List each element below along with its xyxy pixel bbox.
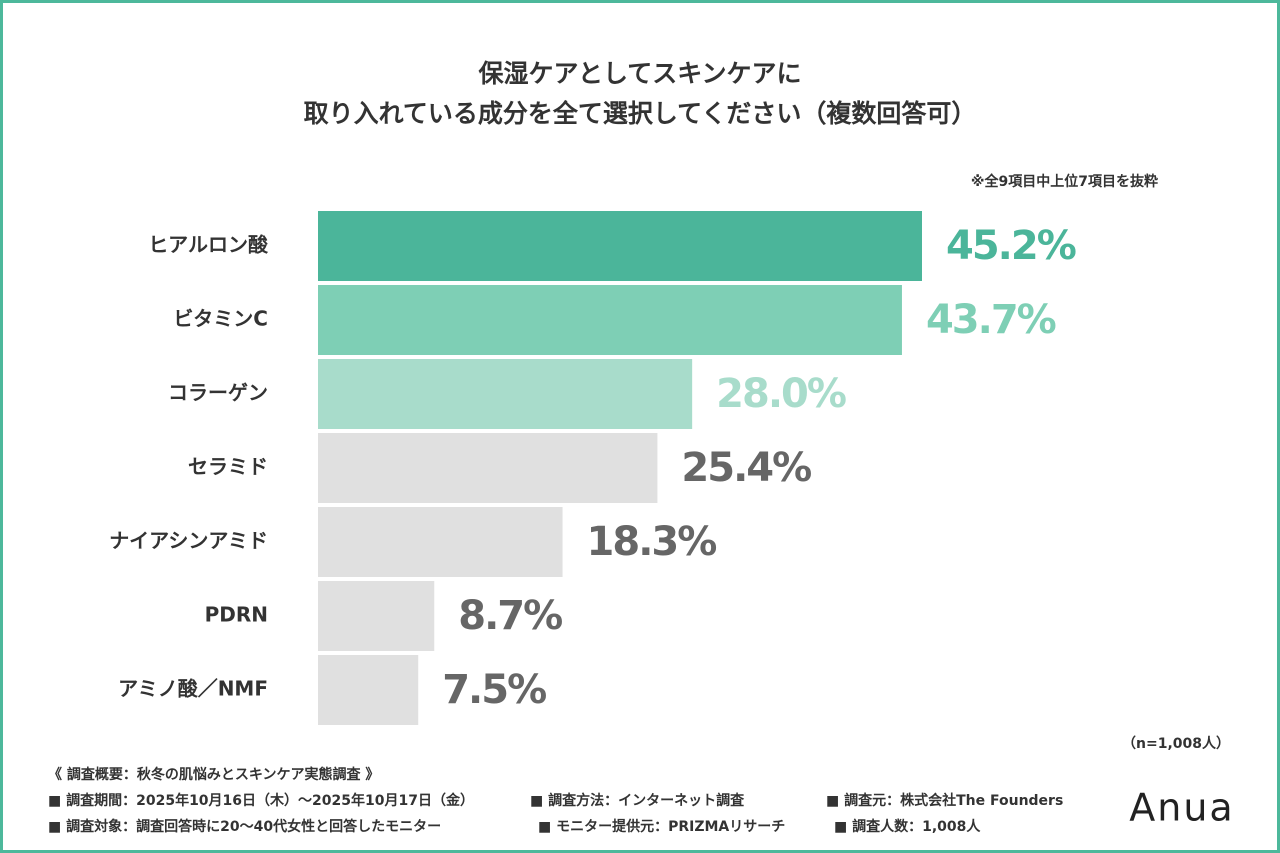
chart-title: 保湿ケアとしてスキンケアに <box>477 59 801 88</box>
footer-item: ■ 調査期間：2025年10月16日（木）〜2025年10月17日（金） <box>48 792 474 809</box>
footer-item: ■ モニター提供元：PRIZMAリサーチ <box>538 818 785 835</box>
note: ※全9項目中上位7項目を抜粋 <box>971 173 1158 190</box>
footer-item: ■ 調査方法：インターネット調査 <box>530 792 745 809</box>
value-label: 28.0% <box>716 371 846 417</box>
value-label: 25.4% <box>681 445 811 491</box>
footer-item: ■ 調査対象：調査回答時に20〜40代女性と回答したモニター <box>48 818 441 835</box>
bar <box>318 581 435 651</box>
bar <box>318 433 658 503</box>
bar <box>318 655 419 725</box>
bar <box>318 507 563 577</box>
footer-summary: 《 調査概要：秋冬の肌悩みとスキンケア実態調査 》 <box>48 766 379 783</box>
category-label: PDRN <box>205 603 268 627</box>
chart-title: 取り入れている成分を全て選択してください（複数回答可） <box>304 99 977 128</box>
category-label: アミノ酸／NMF <box>118 677 268 701</box>
value-label: 8.7% <box>458 593 562 639</box>
footer-item: ■ 調査元：株式会社The Founders <box>826 792 1063 809</box>
category-label: ヒアルロン酸 <box>148 233 269 257</box>
bar <box>318 359 693 429</box>
sample-size: （n=1,008人） <box>1122 735 1230 752</box>
value-label: 43.7% <box>926 297 1056 343</box>
value-label: 7.5% <box>442 667 546 713</box>
value-label: 18.3% <box>587 519 717 565</box>
value-label: 45.2% <box>946 223 1076 269</box>
bar <box>318 285 902 355</box>
logo: Anua <box>1129 786 1234 830</box>
footer-item: ■ 調査人数：1,008人 <box>834 818 981 835</box>
category-label: セラミド <box>188 455 268 479</box>
bar <box>318 211 922 281</box>
footer-items: ■ 調査期間：2025年10月16日（木）〜2025年10月17日（金） ■ 調査… <box>48 792 1063 835</box>
category-label: コラーゲン <box>168 381 268 405</box>
category-label: ナイアシンアミド <box>109 529 268 553</box>
category-label: ビタミンC <box>173 307 268 331</box>
